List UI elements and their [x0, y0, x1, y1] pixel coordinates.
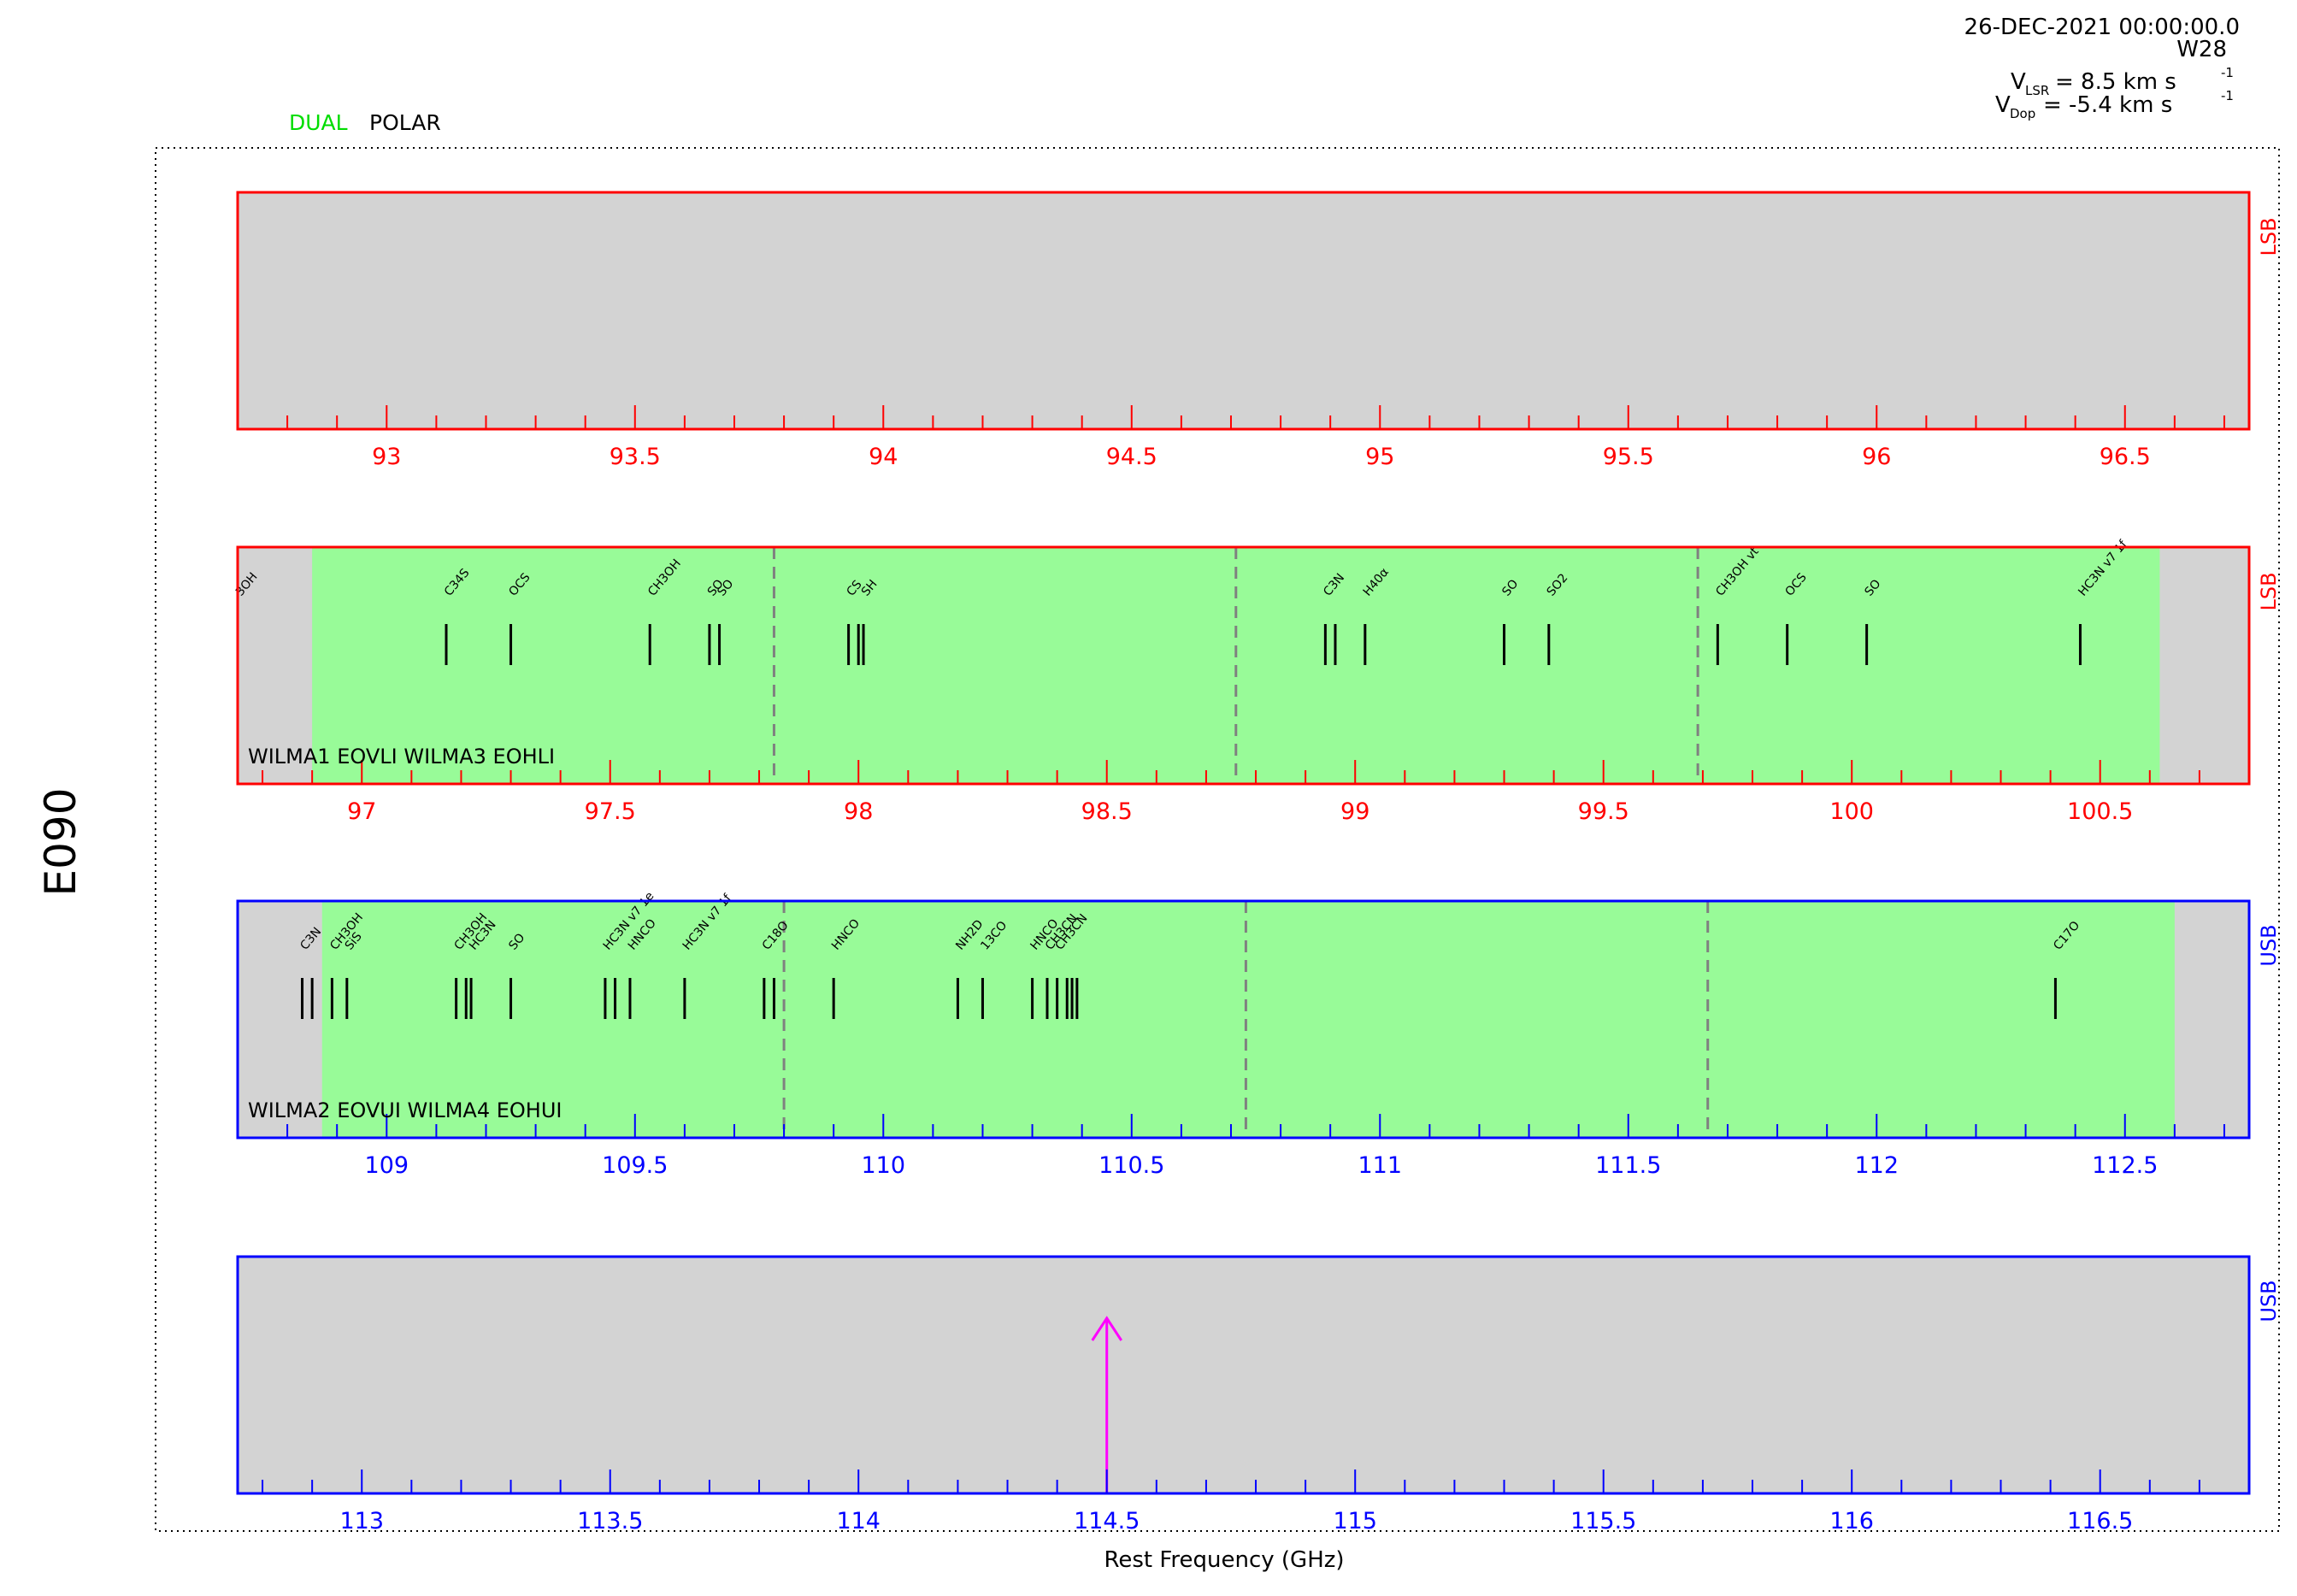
receiver-label: WILMA1 EOVLI WILMA3 EOHLI	[248, 745, 555, 769]
tick-label: 99	[1340, 798, 1369, 825]
tick-label: 115.5	[1570, 1508, 1636, 1534]
vlsr-label: V LSR = 8.5 km s -1	[2011, 65, 2234, 98]
vlsr-superscript: -1	[2221, 65, 2234, 80]
tick-label: 109.5	[602, 1152, 668, 1179]
tick-label: 112.5	[2092, 1152, 2158, 1179]
tick-label: 93	[372, 444, 401, 470]
tick-label: 96.5	[2100, 444, 2151, 470]
tick-label: 98.5	[1081, 798, 1133, 825]
tick-label: 93.5	[610, 444, 661, 470]
tick-label: 94	[869, 444, 898, 470]
panel-background	[238, 1257, 2249, 1493]
panel-frame	[236, 899, 2251, 1140]
tick-label: 111	[1358, 1152, 1402, 1179]
tick-label: 98	[844, 798, 873, 825]
tick-label: 100.5	[2067, 798, 2133, 825]
tick-label: 96	[1862, 444, 1891, 470]
tick-label: 97.5	[585, 798, 636, 825]
tick-label: 95.5	[1603, 444, 1654, 470]
tick-label: 100	[1829, 798, 1874, 825]
vlsr-symbol: V	[2011, 69, 2026, 95]
tick-label: 109	[365, 1152, 409, 1179]
panel-4: 113 113.5 114 114.5 115 115.5 116 116.5 USB	[236, 1255, 2281, 1534]
source-label: W28	[2176, 37, 2227, 62]
receiver-label: WILMA2 EOVUI WILMA4 EOHUI	[248, 1098, 562, 1122]
vdop-label: V Dop = -5.4 km s -1	[1995, 88, 2234, 121]
tick-label: 114.5	[1074, 1508, 1140, 1534]
coverage-band	[321, 901, 2175, 1138]
tick-label: 110	[862, 1152, 906, 1179]
tuning-arrow-head	[1091, 1316, 1122, 1341]
sideband-label: USB	[2257, 1280, 2281, 1322]
tick-label: 110.5	[1098, 1152, 1164, 1179]
tick-label: 113	[339, 1508, 384, 1534]
sideband-label: LSB	[2257, 217, 2281, 256]
vdop-value: = -5.4 km s	[2043, 92, 2172, 118]
tick-label: 97	[347, 798, 376, 825]
tick-label: 94.5	[1106, 444, 1157, 470]
tick-label: 111.5	[1595, 1152, 1661, 1179]
sideband-label: LSB	[2257, 572, 2281, 610]
panel-frame	[236, 1255, 2251, 1495]
vdop-subscript: Dop	[2010, 106, 2035, 121]
tick-label: 112	[1854, 1152, 1899, 1179]
sideband-label: USB	[2257, 924, 2281, 966]
mode-polar-label: POLAR	[369, 110, 441, 135]
vdop-superscript: -1	[2221, 88, 2234, 103]
panel-frame	[236, 545, 2251, 786]
panel-frame	[236, 191, 2251, 431]
tick-label: 114	[836, 1508, 881, 1534]
x-axis-title: Rest Frequency (GHz)	[1104, 1547, 1344, 1573]
tick-label: 115	[1333, 1508, 1377, 1534]
vlsr-subscript: LSR	[2025, 83, 2049, 98]
panel-background	[238, 192, 2249, 429]
tick-label: 99.5	[1578, 798, 1629, 825]
tick-label: 113.5	[577, 1508, 643, 1534]
project-label: E090	[36, 787, 85, 896]
tick-label: 116	[1829, 1508, 1874, 1534]
mode-dual-label: DUAL	[289, 110, 348, 135]
datetime-label: 26-DEC-2021 00:00:00.0	[1964, 15, 2240, 40]
tick-label: 95	[1365, 444, 1394, 470]
vdop-symbol: V	[1995, 92, 2011, 118]
vlsr-value: = 8.5 km s	[2055, 69, 2176, 95]
tick-label: 116.5	[2067, 1508, 2133, 1534]
panel-1: 93 93.5 94 94.5 95 95.5 96 96.5 LSB	[236, 191, 2281, 470]
